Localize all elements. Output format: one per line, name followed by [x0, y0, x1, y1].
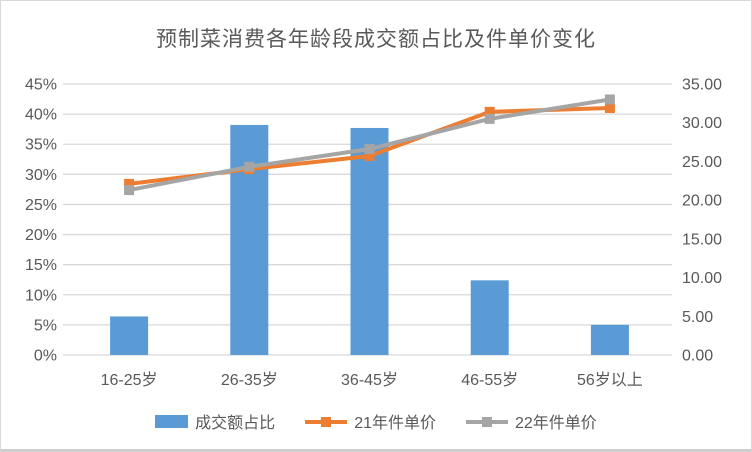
- right-axis-tick: 25.00: [682, 154, 722, 171]
- x-axis-category-label: 56岁以上: [577, 371, 643, 389]
- marker-21年件单价: [124, 178, 135, 189]
- left-axis-tick: 30%: [25, 167, 57, 184]
- line-swatch-2021-icon: [305, 415, 348, 428]
- legend-label-line-2021: 21年件单价: [354, 415, 436, 432]
- right-axis-tick: 10.00: [682, 270, 722, 287]
- marker-22年件单价: [364, 144, 375, 155]
- x-axis-category-label: 16-25岁: [101, 371, 158, 389]
- bar-成交额占比: [110, 316, 149, 355]
- legend-item-bar-series: 成交额占比: [155, 409, 275, 433]
- x-axis-category-label: 26-35岁: [221, 371, 278, 389]
- left-axis-tick: 45%: [25, 77, 57, 94]
- right-axis-tick: 20.00: [682, 193, 722, 210]
- right-axis-tick: 0.00: [682, 348, 713, 365]
- x-axis-category-label: 46-55岁: [461, 371, 518, 389]
- bar-成交额占比: [230, 124, 269, 355]
- marker-22年件单价: [244, 161, 255, 172]
- marker-21年件单价: [364, 151, 375, 162]
- right-axis-tick: 35.00: [682, 77, 722, 94]
- left-axis-tick: 15%: [25, 257, 57, 274]
- legend-label-line-2022: 22年件单价: [515, 415, 597, 432]
- bar-成交额占比: [590, 324, 629, 355]
- marker-21年件单价: [604, 103, 615, 114]
- legend-item-line-2021: 21年件单价: [305, 409, 436, 433]
- marker-22年件单价: [484, 113, 495, 124]
- x-axis-category-label: 36-45岁: [341, 371, 398, 389]
- right-axis-tick: 30.00: [682, 115, 722, 132]
- bar-swatch-icon: [155, 414, 189, 428]
- left-axis-tick: 10%: [25, 287, 57, 304]
- left-axis-tick: 35%: [25, 137, 57, 154]
- left-axis-tick: 40%: [25, 107, 57, 124]
- chart-title: 预制菜消费各年龄段成交额占比及件单价变化: [156, 28, 596, 51]
- line-swatch-2022-icon: [466, 415, 508, 428]
- left-axis-tick: 5%: [34, 317, 57, 334]
- legend-label-bar: 成交额占比: [195, 415, 276, 432]
- bar-成交额占比: [350, 127, 389, 355]
- legend-item-line-2022: 22年件单价: [466, 409, 597, 433]
- right-axis-tick: 5.00: [682, 309, 713, 326]
- left-axis-tick: 20%: [25, 227, 57, 244]
- bar-成交额占比: [470, 280, 509, 355]
- marker-21年件单价: [484, 106, 495, 117]
- legend: 成交额占比 21年件单价 22年件单价: [1, 409, 751, 433]
- left-axis-tick: 0%: [34, 348, 57, 365]
- left-axis-tick: 25%: [25, 197, 57, 214]
- marker-22年件单价: [124, 185, 135, 196]
- marker-22年件单价: [604, 94, 615, 105]
- right-axis-tick: 15.00: [682, 231, 722, 248]
